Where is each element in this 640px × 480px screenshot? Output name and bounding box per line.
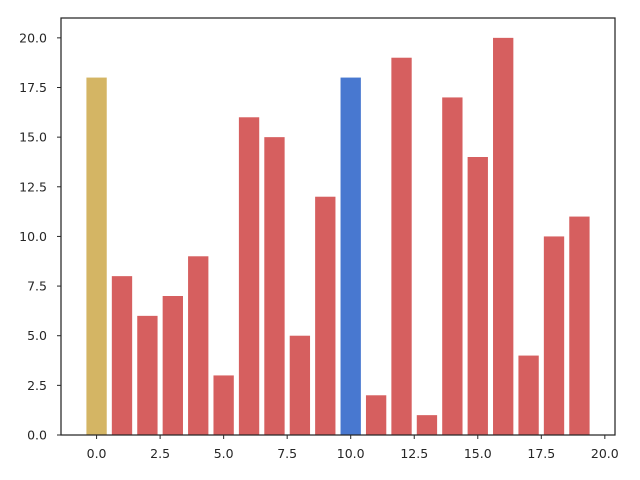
bar-3 [162,296,183,435]
bar-19 [569,216,590,435]
bar-12 [391,57,412,435]
bar-1 [111,276,133,435]
bars-group [86,37,590,436]
bar-0 [86,77,107,436]
x-tick-label: 2.5 [150,446,170,461]
bar-7 [264,137,285,435]
y-tick-label: 10.0 [19,229,47,244]
bar-17 [518,355,539,435]
bar-18 [543,236,565,435]
y-tick-label: 0.0 [27,428,47,443]
x-tick-label: 15.0 [464,446,492,461]
x-tick-label: 7.5 [277,446,297,461]
bar-16 [493,37,514,435]
bar-14 [442,97,463,435]
bar-11 [365,395,387,435]
bar-4 [188,256,209,435]
y-tick-label: 5.0 [27,328,47,343]
x-tick-label: 17.5 [527,446,555,461]
bar-8 [289,335,311,435]
x-axis-ticks: 0.0 2.5 5.0 7.5 10.0 12.5 15.0 17.5 20.0 [87,435,619,461]
x-tick-label: 0.0 [87,446,107,461]
y-tick-label: 17.5 [19,80,47,95]
bar-5 [213,375,234,435]
plot-frame [60,17,616,436]
x-tick-label: 10.0 [337,446,365,461]
bar-9 [315,196,336,435]
bar-2 [137,315,158,435]
y-axis-ticks: 0.0 2.5 5.0 7.5 10.0 12.5 15.0 17.5 20.0 [19,30,61,443]
bar-13 [416,415,438,435]
bar-15 [467,157,488,435]
x-tick-label: 5.0 [214,446,234,461]
y-tick-label: 20.0 [19,30,47,45]
y-tick-label: 12.5 [19,179,47,194]
y-tick-label: 15.0 [19,130,47,145]
x-tick-label: 12.5 [400,446,428,461]
y-tick-label: 2.5 [27,378,47,393]
x-tick-label: 20.0 [591,446,619,461]
bar-6 [238,117,260,436]
y-tick-label: 7.5 [27,279,47,294]
bar-10 [340,77,361,436]
